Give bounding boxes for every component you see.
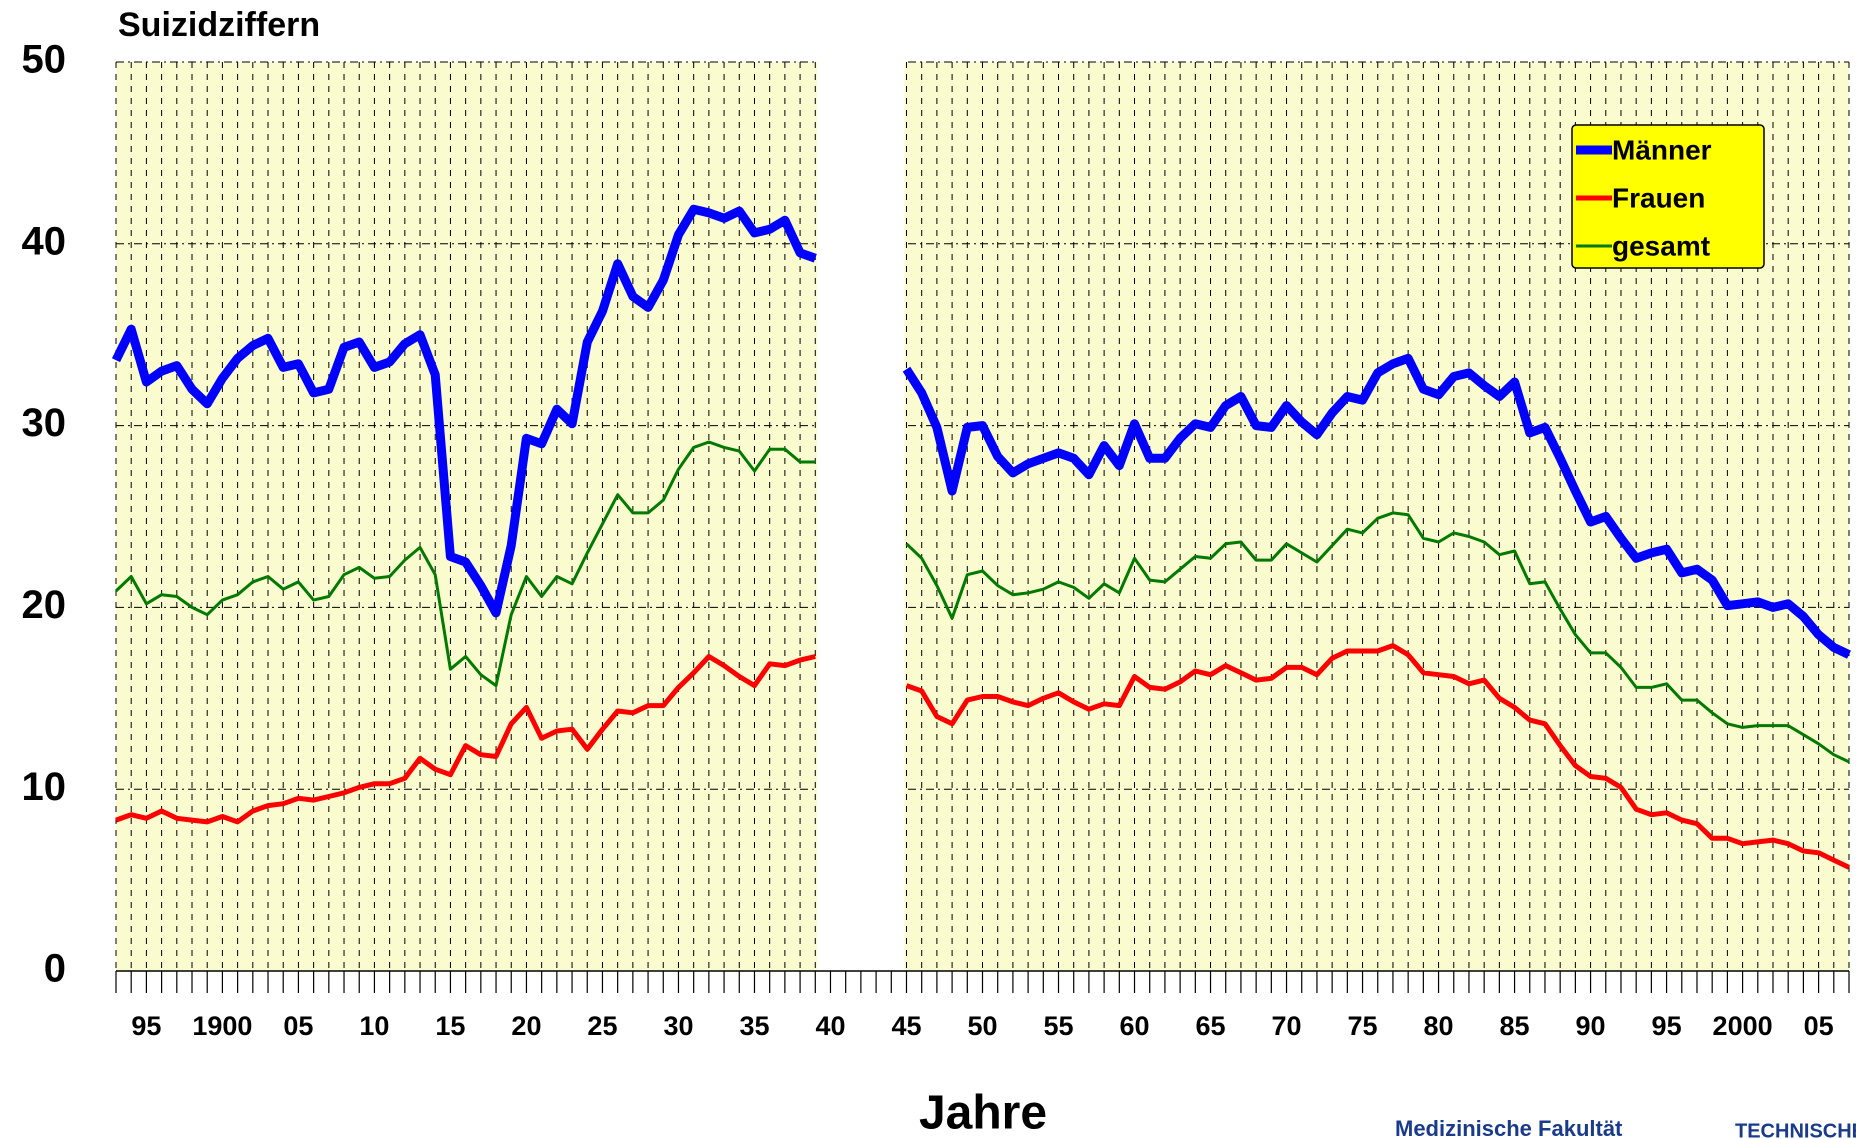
x-tick-label: 1900: [192, 1011, 252, 1041]
x-tick-label: 80: [1424, 1011, 1454, 1041]
y-tick-label: 10: [22, 765, 67, 809]
legend-label: Frauen: [1612, 182, 1705, 213]
x-tick-label: 20: [511, 1011, 541, 1041]
chart-title: Suizidziffern: [118, 6, 320, 44]
x-tick-label: 60: [1119, 1011, 1149, 1041]
x-tick-label: 90: [1576, 1011, 1606, 1041]
x-tick-label: 45: [891, 1011, 921, 1041]
x-tick-label: 2000: [1713, 1011, 1773, 1041]
legend-box: [1571, 124, 1765, 269]
series-line: [111, 204, 1851, 659]
footer-logo-text: TECHNISCHE: [1735, 1120, 1856, 1139]
series-line: [115, 643, 1851, 870]
x-tick-label: 10: [359, 1011, 389, 1041]
x-tick-label: 70: [1272, 1011, 1302, 1041]
x-tick-label: 85: [1500, 1011, 1530, 1041]
x-tick-label: 35: [739, 1011, 769, 1041]
x-tick-label: 75: [1348, 1011, 1378, 1041]
y-tick-label: 50: [22, 38, 67, 82]
y-tick-label: 20: [22, 583, 67, 627]
x-tick-label: 40: [815, 1011, 845, 1041]
x-tick-label: 65: [1196, 1011, 1226, 1041]
x-axis-label: Jahre: [919, 1087, 1047, 1139]
x-tick-label: 30: [663, 1011, 693, 1041]
x-tick-label: 25: [587, 1011, 617, 1041]
x-tick-label: 05: [283, 1011, 313, 1041]
x-tick-label: 95: [1652, 1011, 1682, 1041]
legend-label: Männer: [1612, 134, 1712, 165]
x-tick-label: 95: [131, 1011, 161, 1041]
y-tick-label: 30: [22, 401, 67, 445]
footer-text: Medizinische Fakultät: [1395, 1116, 1623, 1139]
x-tick-label: 50: [967, 1011, 997, 1041]
y-tick-label: 40: [22, 219, 67, 263]
y-tick-label: 0: [44, 947, 66, 991]
x-tick-label: 15: [435, 1011, 465, 1041]
x-tick-label: 05: [1804, 1011, 1834, 1041]
series-line: [114, 440, 1850, 764]
data-gap: [817, 60, 905, 971]
legend-label: gesamt: [1612, 230, 1710, 261]
x-tick-label: 55: [1043, 1011, 1073, 1041]
